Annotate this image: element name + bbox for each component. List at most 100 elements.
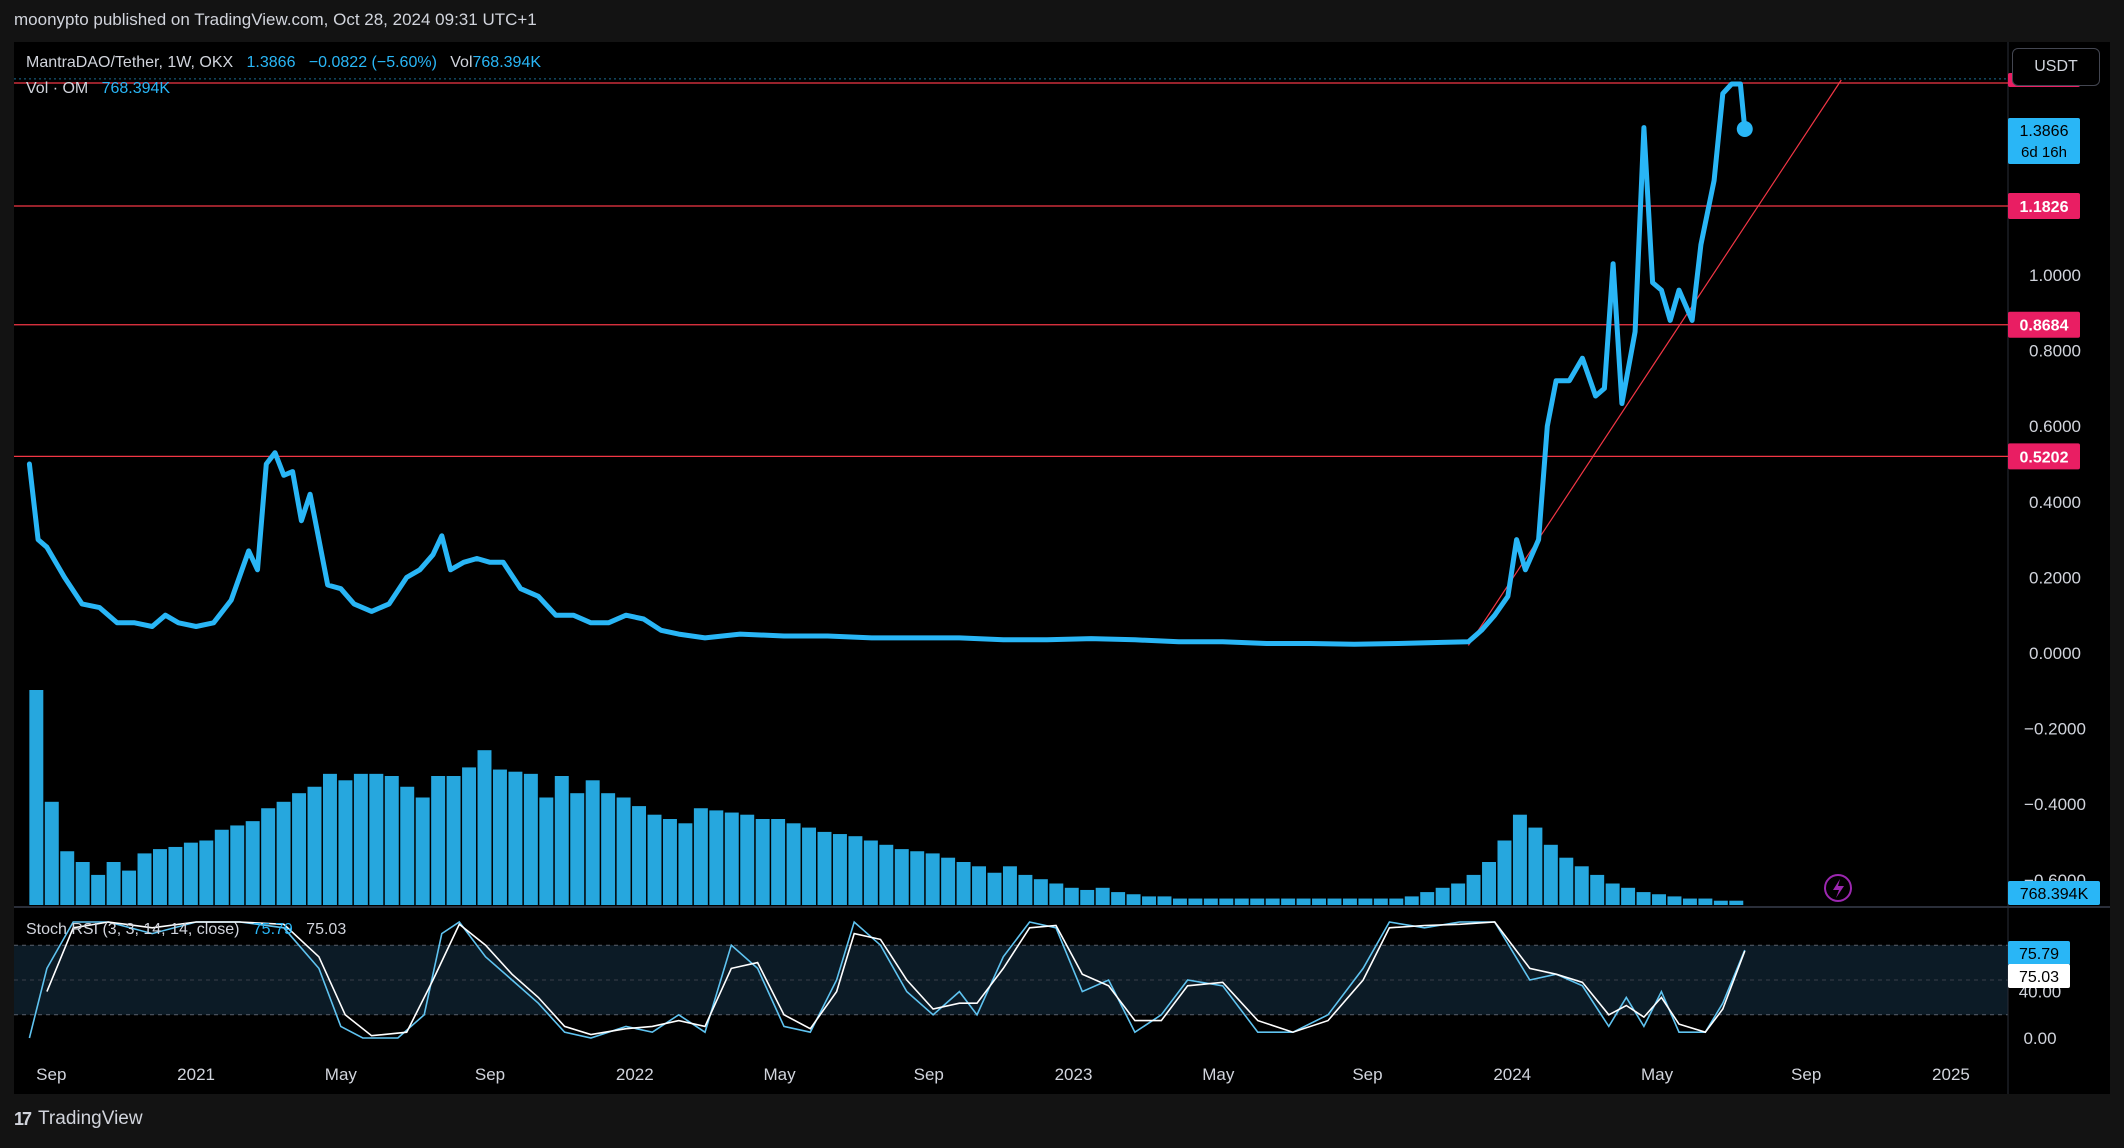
volume-bar	[585, 780, 600, 905]
lightning-icon-bolt	[1833, 879, 1844, 898]
volume-bar	[755, 819, 770, 905]
volume-bar	[1219, 898, 1234, 905]
volume-bar	[1157, 896, 1172, 905]
volume-bar	[1559, 857, 1574, 905]
trendline	[1467, 79, 1842, 646]
volume-bar	[1327, 898, 1342, 905]
time-axis-tick: 2021	[177, 1065, 215, 1084]
volume-bar	[1497, 840, 1512, 905]
time-axis-tick: Sep	[1352, 1065, 1382, 1084]
volume-bar	[1713, 900, 1728, 905]
volume-bar	[1482, 862, 1496, 905]
price-axis-tick: −0.4000	[2024, 795, 2086, 814]
volume-bar	[1049, 883, 1064, 905]
volume-bar	[137, 853, 152, 905]
volume-bar	[662, 819, 677, 905]
volume-bar	[446, 776, 461, 905]
volume-bar	[1420, 892, 1435, 905]
volume-bar	[1142, 896, 1157, 905]
volume-bar	[1543, 844, 1558, 905]
volume-bar	[1188, 898, 1203, 905]
volume-bar	[817, 831, 832, 905]
price-axis-tick: 1.0000	[2029, 266, 2081, 285]
price-axis-tick: 0.6000	[2029, 417, 2081, 436]
chart-panel[interactable]	[14, 42, 2110, 1094]
time-axis-tick: Sep	[1791, 1065, 1821, 1084]
price-value: 1.3866	[246, 54, 296, 71]
vol-label: Vol	[450, 54, 473, 71]
stoch-k-line	[28, 920, 1746, 1039]
volume-bar	[1698, 898, 1713, 905]
volume-bar	[1172, 898, 1187, 905]
volume-bar	[1080, 889, 1095, 905]
stoch-d-value: 75.03	[306, 921, 347, 938]
stoch-d-tag-label: 75.03	[2019, 969, 2059, 986]
volume-bar	[168, 846, 183, 905]
footer-brand[interactable]: TradingView	[38, 1108, 143, 1129]
volume-bar	[1064, 887, 1079, 905]
volume-bar	[1435, 887, 1450, 905]
volume-bar	[230, 825, 245, 905]
volume-bar	[848, 836, 863, 905]
volume-bar	[1018, 874, 1033, 905]
volume-bar	[245, 821, 260, 905]
volume-bar	[1590, 874, 1605, 905]
volume-bar	[400, 786, 415, 905]
price-axis-tick: −0.2000	[2024, 720, 2086, 739]
volume-bar	[307, 786, 322, 905]
volume-bar	[863, 840, 878, 905]
volume-bar	[616, 797, 631, 905]
volume-bar	[570, 793, 585, 905]
level-tag-label: 1.1826	[2020, 199, 2069, 216]
volume-bar	[1451, 883, 1466, 905]
time-axis-tick: 2023	[1055, 1065, 1093, 1084]
time-axis-tick: May	[325, 1065, 358, 1084]
volume-bar	[1636, 892, 1651, 905]
last-price-tag	[2008, 118, 2080, 164]
volume-bar	[415, 797, 430, 905]
stoch-d-line	[46, 921, 1746, 1037]
legend-stoch: Stoch RSI (3, 3, 14, 14, close) 75.79 75…	[26, 921, 346, 939]
volume-bar	[1667, 896, 1682, 905]
price-axis-tick: 0.2000	[2029, 568, 2081, 587]
stoch-k-tag-label: 75.79	[2019, 946, 2059, 963]
volume-bar	[740, 814, 755, 905]
symbol-title: MantraDAO/Tether, 1W, OKX	[26, 54, 234, 71]
horizontal-levels	[14, 78, 2008, 646]
time-axis-tick: May	[764, 1065, 797, 1084]
volume-bar	[771, 819, 786, 905]
time-axis-tick: Sep	[475, 1065, 505, 1084]
volume-bar	[1404, 896, 1419, 905]
vol-value: 768.394K	[472, 54, 542, 71]
volume-bar	[29, 690, 44, 905]
volume-bar	[1373, 898, 1388, 905]
volume-bar	[1203, 898, 1218, 905]
time-axis-tick: 2025	[1932, 1065, 1970, 1084]
volume-bar	[1358, 898, 1373, 905]
price-change: −0.0822 (−5.60%)	[308, 54, 437, 71]
volume-bar	[152, 849, 167, 905]
currency-button[interactable]: USDT	[2012, 48, 2100, 86]
volume-bar	[1033, 879, 1048, 905]
volume-bar	[1342, 898, 1357, 905]
volume-bar	[106, 862, 121, 905]
volume-bar	[539, 797, 554, 905]
price-line	[26, 81, 1753, 647]
volume-bar	[987, 872, 1002, 905]
volume-bar	[1111, 892, 1126, 905]
volume-bar	[724, 812, 739, 905]
time-axis-tick: 2022	[616, 1065, 654, 1084]
volume-bar	[1312, 898, 1327, 905]
volume-bar	[1729, 900, 1744, 905]
stoch-k-value: 75.79	[252, 921, 293, 938]
volume-bar	[1528, 827, 1543, 905]
volume-bar	[1574, 866, 1589, 905]
volume-bar	[832, 834, 847, 905]
volume-bar	[1234, 898, 1249, 905]
volume-bar	[1682, 898, 1697, 905]
volume-bar	[632, 806, 647, 905]
publisher-line: moonypto published on TradingView.com, O…	[14, 10, 537, 29]
volume-bar	[1621, 887, 1636, 905]
volume-bar	[477, 750, 492, 905]
